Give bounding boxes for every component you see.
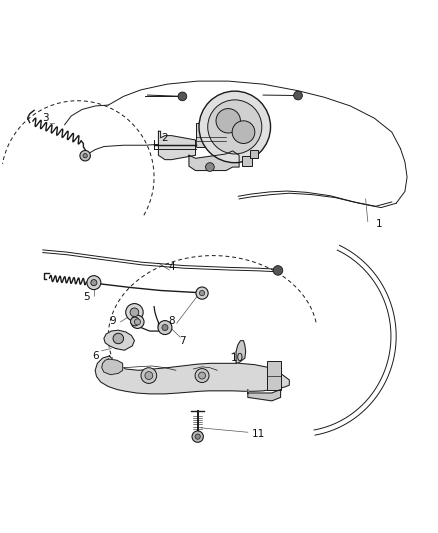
Text: 8: 8 — [168, 316, 174, 326]
Circle shape — [232, 121, 254, 143]
Circle shape — [131, 316, 144, 328]
Circle shape — [198, 91, 270, 163]
Circle shape — [194, 434, 200, 439]
Polygon shape — [247, 390, 280, 401]
Circle shape — [162, 325, 168, 330]
FancyBboxPatch shape — [267, 361, 281, 390]
Text: 9: 9 — [109, 316, 116, 326]
Polygon shape — [158, 131, 195, 159]
Polygon shape — [102, 359, 122, 375]
Circle shape — [191, 431, 203, 442]
Circle shape — [130, 317, 139, 326]
Circle shape — [207, 100, 261, 154]
Circle shape — [205, 163, 214, 172]
Circle shape — [198, 372, 205, 379]
Circle shape — [141, 368, 156, 383]
Circle shape — [293, 91, 302, 100]
Circle shape — [199, 290, 204, 296]
Circle shape — [158, 320, 172, 335]
Circle shape — [83, 154, 87, 158]
Circle shape — [178, 92, 186, 101]
Circle shape — [145, 372, 152, 379]
Text: 2: 2 — [161, 133, 168, 143]
FancyBboxPatch shape — [195, 123, 226, 147]
Text: 7: 7 — [179, 336, 185, 346]
Circle shape — [125, 304, 143, 321]
Circle shape — [134, 319, 140, 325]
Text: 3: 3 — [42, 113, 48, 123]
Circle shape — [130, 308, 138, 317]
FancyBboxPatch shape — [242, 156, 251, 166]
Polygon shape — [104, 330, 134, 350]
Text: 11: 11 — [251, 430, 265, 439]
Circle shape — [113, 333, 123, 344]
Circle shape — [272, 265, 282, 275]
Circle shape — [91, 280, 97, 286]
Text: 1: 1 — [374, 219, 381, 229]
Polygon shape — [236, 341, 245, 364]
Polygon shape — [95, 356, 289, 394]
Text: 4: 4 — [168, 262, 174, 271]
Circle shape — [194, 369, 208, 383]
Circle shape — [87, 276, 101, 289]
Circle shape — [80, 150, 90, 161]
Text: 5: 5 — [83, 292, 89, 302]
Polygon shape — [188, 151, 239, 171]
Circle shape — [215, 109, 240, 133]
Text: 10: 10 — [230, 353, 243, 363]
Circle shape — [195, 287, 208, 299]
FancyBboxPatch shape — [250, 150, 257, 158]
Text: 6: 6 — [92, 351, 98, 361]
